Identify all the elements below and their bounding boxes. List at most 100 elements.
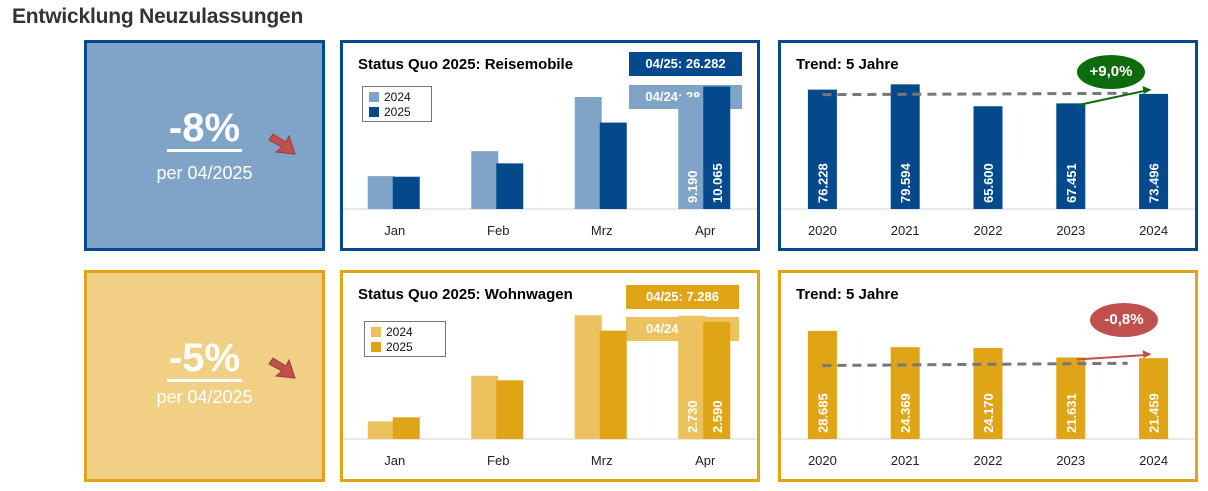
yearly-bar-chart: 2020 76.228 2021 79.594 2022 65.600 2023 67.451… [781, 84, 1195, 238]
value-label: 76.228 [815, 163, 830, 203]
bar-2024 [1139, 358, 1169, 439]
trend-panel-wohnwagen: Trend: 5 Jahre -0,8% 2020 28.685 2021 24.36… [778, 270, 1198, 482]
panel-title: Status Quo 2025: Reisemobile [358, 56, 574, 73]
kpi-reisemobile: -8% per 04/2025 [84, 40, 325, 251]
legend-swatch [371, 326, 381, 337]
bar-2023 [1056, 103, 1086, 209]
bar-2024-Mrz [574, 97, 602, 209]
bar-2025-Jan [392, 417, 420, 439]
x-tick-label: Apr [695, 453, 716, 468]
x-tick-label: Mrz [591, 453, 613, 468]
x-tick-label: Mrz [591, 223, 613, 238]
x-tick-label: Jan [384, 223, 405, 238]
bar-2020 [807, 89, 837, 209]
data-label: 10.065 [710, 163, 725, 203]
badge-current: 04/25: 26.282 [629, 52, 742, 76]
trend-line [822, 361, 1128, 368]
legend-swatch [369, 91, 379, 102]
value-label: 21.459 [1147, 393, 1162, 433]
legend-swatch [369, 106, 379, 117]
bar-2024-Mrz [574, 315, 602, 439]
legend-label: 2024 [386, 324, 413, 339]
value-label: 28.685 [815, 393, 830, 433]
value-label: 24.369 [898, 393, 913, 433]
bar-2025-Mrz [599, 330, 627, 439]
bar-2025-Mrz [599, 122, 627, 209]
trend-line [822, 91, 1128, 97]
page-title: Entwicklung Neuzulassungen [12, 5, 304, 28]
kpi-period: per 04/2025 [156, 387, 253, 407]
bar-2021 [890, 347, 920, 439]
trend-change-badge: -0,8% [1090, 303, 1158, 337]
trend-arrow-head [1142, 85, 1152, 94]
bar-2025-Apr [703, 86, 731, 209]
bar-2024-Jan [367, 176, 395, 209]
kpi-wohnwagen: -5% per 04/2025 [84, 270, 325, 482]
legend-label: 2025 [384, 104, 411, 119]
x-tick-label: 2024 [1139, 223, 1168, 238]
bar-2024-Apr [678, 315, 706, 439]
x-tick-label: 2020 [808, 453, 837, 468]
bar-2024-Jan [367, 421, 395, 439]
chart-legend: 2024 2025 [362, 86, 432, 122]
bar-2024-Apr [678, 97, 706, 209]
chart-legend: 2024 2025 [364, 321, 446, 357]
trend-arrow-line [1076, 354, 1145, 361]
panel-title: Status Quo 2025: Wohnwagen [358, 286, 573, 303]
kpi-percent: -5% [166, 336, 243, 382]
value-label: 67.451 [1064, 163, 1079, 203]
monthly-bar-chart: Jan Feb Mrz Apr 9.190 10.065 [343, 86, 757, 238]
legend-label: 2025 [386, 339, 413, 354]
status-panel-wohnwagen: Status Quo 2025: Wohnwagen 04/25: 7.286 … [340, 270, 760, 482]
bar-2020 [807, 330, 837, 439]
monthly-bar-chart: Jan Feb Mrz Apr 2.730 2.590 [343, 315, 757, 468]
value-label: 65.600 [981, 163, 996, 203]
bar-2025-Feb [496, 163, 524, 209]
bar-2022 [973, 106, 1003, 209]
bar-2024-Feb [471, 151, 499, 209]
down-arrow-icon [268, 357, 296, 379]
trend-panel-reisemobile: Trend: 5 Jahre +9,0% 2020 76.228 2021 79.59… [778, 40, 1198, 251]
legend-item-2025: 2025 [371, 339, 439, 354]
value-label: 24.170 [981, 393, 996, 433]
x-tick-label: 2023 [1056, 453, 1085, 468]
legend-label: 2024 [384, 89, 411, 104]
value-label: 79.594 [898, 162, 913, 203]
legend-swatch [371, 341, 381, 352]
legend-item-2024: 2024 [371, 324, 439, 339]
status-panel-reisemobile: Status Quo 2025: Reisemobile 04/25: 26.2… [340, 40, 760, 251]
data-label: 2.590 [710, 400, 725, 433]
value-label: 21.631 [1064, 393, 1079, 433]
x-tick-label: 2022 [974, 223, 1003, 238]
legend-item-2024: 2024 [369, 89, 425, 104]
trend-arrow-line [1076, 89, 1145, 107]
panel-title: Trend: 5 Jahre [796, 286, 899, 303]
x-tick-label: Apr [695, 223, 716, 238]
bar-2023 [1056, 357, 1086, 439]
kpi-period: per 04/2025 [156, 163, 253, 183]
panel-title: Trend: 5 Jahre [796, 56, 899, 73]
bar-2025-Apr [703, 322, 731, 439]
x-tick-label: Feb [487, 453, 509, 468]
x-tick-label: 2024 [1139, 453, 1168, 468]
bar-2025-Jan [392, 176, 420, 209]
x-tick-label: Jan [384, 453, 405, 468]
x-tick-label: 2021 [891, 223, 920, 238]
x-tick-label: 2020 [808, 223, 837, 238]
bar-2024 [1139, 93, 1169, 209]
down-arrow-icon [268, 133, 296, 155]
yearly-bar-chart: 2020 28.685 2021 24.369 2022 24.170 2023 21.631… [781, 330, 1195, 468]
x-tick-label: 2023 [1056, 223, 1085, 238]
bar-2021 [890, 84, 920, 209]
bar-2025-Feb [496, 380, 524, 439]
trend-change-badge: +9,0% [1077, 55, 1145, 89]
x-tick-label: 2021 [891, 453, 920, 468]
bar-2024-Feb [471, 375, 499, 439]
x-tick-label: Feb [487, 223, 509, 238]
trend-arrow-head [1142, 350, 1152, 359]
kpi-percent: -8% [166, 106, 243, 152]
badge-current: 04/25: 7.286 [626, 285, 739, 309]
x-tick-label: 2022 [974, 453, 1003, 468]
value-label: 73.496 [1147, 163, 1162, 203]
legend-item-2025: 2025 [369, 104, 425, 119]
